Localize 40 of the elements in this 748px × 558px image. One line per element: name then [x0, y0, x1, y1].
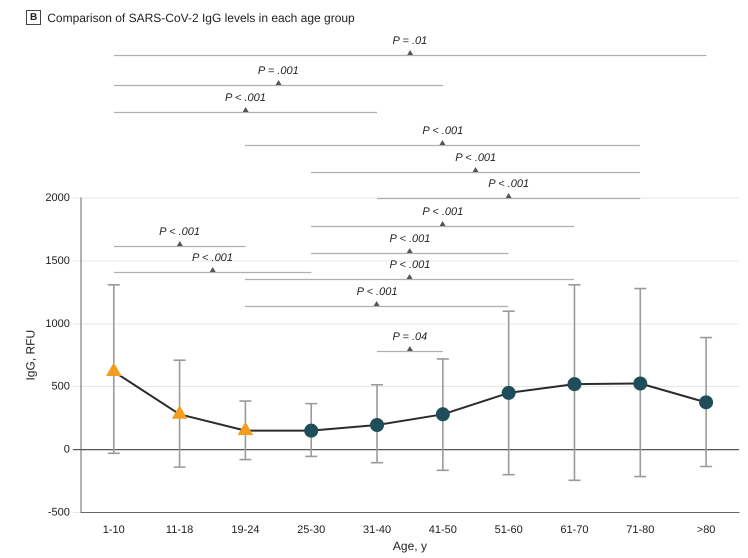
text: P < .001 — [224, 92, 266, 106]
text: P < .001 — [488, 178, 530, 191]
y-tick-label: 500 — [52, 380, 70, 393]
y-tick-label: -500 — [48, 506, 70, 518]
x-tick-label: 19-24 — [231, 524, 260, 536]
x-tick-label: 1-10 — [102, 524, 125, 536]
annotation: P < .001 — [389, 259, 430, 272]
annotation: P = .04 — [392, 331, 428, 344]
annotation: P < .001 — [422, 206, 464, 219]
point — [502, 386, 516, 400]
point — [567, 377, 582, 392]
x-tick-label: 41-50 — [428, 524, 457, 536]
x-tick-label: 31-40 — [362, 524, 392, 536]
x-tick-label: >80 — [696, 524, 716, 536]
y-axis-title: IgG, RFU — [24, 330, 38, 381]
x-tick-label: 11-18 — [166, 524, 194, 536]
y-tick-label: 1500 — [45, 254, 70, 267]
x-tick-label: 71-80 — [626, 524, 654, 536]
x-axis-title: Age, y — [392, 539, 427, 554]
y-tick-label: 2000 — [45, 192, 70, 204]
text: P < .001 — [422, 125, 464, 138]
point — [304, 424, 318, 438]
point — [436, 407, 450, 422]
annotation: P < .001 — [356, 286, 398, 299]
point — [699, 395, 714, 410]
y-tick-label: 0 — [64, 444, 70, 456]
text: P = .01 — [392, 34, 428, 48]
x-tick-label: 51-60 — [494, 524, 523, 536]
point — [370, 418, 384, 432]
y-tick-label: 1000 — [45, 318, 70, 330]
text: P = .001 — [258, 64, 299, 78]
text: P < .001 — [455, 152, 496, 165]
x-tick-label: 25-30 — [297, 524, 326, 536]
chart-title: Comparison of SARS-CoV-2 IgG levels in each age group — [47, 10, 355, 24]
annotation: P < .001 — [192, 252, 233, 266]
text: B — [26, 10, 42, 25]
annotation: P < .001 — [389, 232, 430, 246]
annotation: P < .001 — [159, 226, 200, 239]
point — [633, 376, 648, 390]
x-tick-label: 61-70 — [560, 524, 589, 536]
